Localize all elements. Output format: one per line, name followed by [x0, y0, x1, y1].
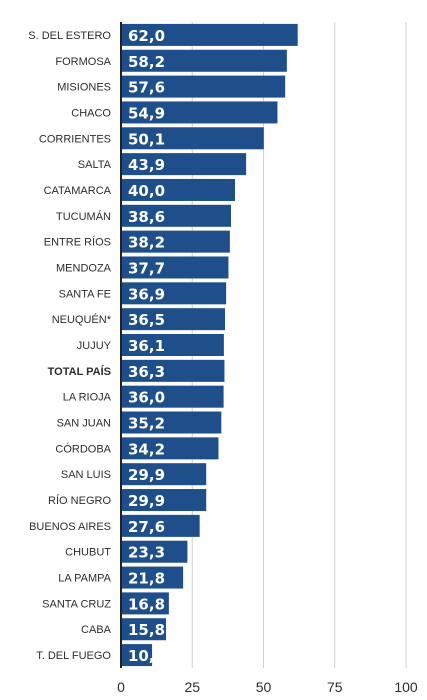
value-label: 23,3 [128, 544, 165, 562]
category-label: CÓRDOBA [55, 442, 111, 455]
value-label: 10,9 [128, 647, 165, 665]
bar [121, 618, 167, 641]
value-label: 29,9 [128, 492, 165, 510]
category-label: BUENOS AIRES [29, 521, 111, 533]
category-label: CABA [81, 624, 112, 636]
category-label: SAN JUAN [57, 418, 111, 430]
value-label: 50,1 [128, 130, 165, 148]
category-label: T. DEL FUEGO [36, 650, 111, 662]
bar [121, 566, 184, 589]
category-label: SAN LUIS [61, 469, 111, 481]
category-label: CATAMARCA [44, 185, 112, 197]
value-label: 54,9 [128, 104, 165, 122]
bar [121, 644, 153, 667]
bar [121, 101, 278, 124]
category-label: SANTA CRUZ [42, 598, 111, 610]
value-label: 62,0 [128, 27, 165, 45]
value-label: 16,8 [128, 595, 165, 613]
category-label: SANTA FE [59, 288, 111, 300]
bar [121, 385, 224, 408]
bar [121, 489, 207, 512]
bar [121, 127, 264, 150]
category-labels: S. DEL ESTERO FORMOSA MISIONES CHACO CORRIEN… [28, 30, 111, 662]
x-tick-label: 25 [184, 679, 200, 695]
category-label: LA RIOJA [63, 392, 112, 404]
value-label: 37,7 [128, 259, 165, 277]
category-label: FORMOSA [55, 56, 111, 68]
bar [121, 282, 227, 305]
value-label: 34,2 [128, 440, 165, 458]
value-label: 40,0 [128, 182, 165, 200]
bar [121, 308, 226, 331]
bar [121, 23, 298, 46]
value-label: 57,6 [128, 79, 165, 97]
category-label: MENDOZA [56, 262, 112, 274]
bar [121, 49, 287, 72]
bar [121, 592, 169, 615]
bar [121, 256, 229, 279]
category-label: S. DEL ESTERO [28, 30, 111, 42]
bar [121, 153, 247, 176]
category-label: CHUBUT [65, 547, 111, 559]
value-label: 15,8 [128, 621, 165, 639]
value-label: 38,2 [128, 234, 165, 252]
category-label: SALTA [78, 159, 112, 171]
category-label: JUJUY [77, 340, 112, 352]
category-label: TUCUMÁN [56, 210, 111, 223]
category-label: RÍO NEGRO [48, 494, 111, 507]
value-label: 21,8 [128, 570, 165, 588]
value-label: 58,2 [128, 53, 165, 71]
bar [121, 514, 200, 537]
value-label: 35,2 [128, 415, 165, 433]
category-label: CORRIENTES [39, 133, 111, 145]
value-label: 38,6 [128, 208, 165, 226]
value-label: 43,9 [128, 156, 165, 174]
bar [121, 334, 224, 356]
value-label: 29,9 [128, 466, 165, 484]
value-label: 36,9 [128, 285, 165, 303]
value-label: 36,1 [128, 337, 165, 355]
value-label: 36,3 [128, 363, 165, 381]
category-label: ENTRE RÍOS [44, 236, 111, 249]
value-label: 36,5 [128, 311, 165, 329]
bar [121, 359, 225, 382]
bar [121, 230, 230, 253]
bar [121, 437, 219, 460]
category-label: TOTAL PAÍS [48, 365, 111, 378]
category-label: MISIONES [57, 82, 111, 94]
value-label: 36,0 [128, 389, 165, 407]
bar [121, 411, 222, 434]
value-label: 27,6 [128, 518, 165, 536]
x-tick-label: 50 [256, 679, 272, 695]
value-labels: 62,0 58,2 57,6 54,9 50,1 43,9 40,0 38,6 38,2 37,7… [128, 27, 165, 665]
bar [121, 178, 235, 201]
category-label: LA PAMPA [58, 573, 111, 585]
category-label: NEUQUÉN* [52, 313, 112, 326]
bars [121, 23, 298, 667]
bar [121, 75, 286, 98]
bar [121, 463, 207, 486]
x-tick-labels: 0 25 50 75 100 [117, 679, 418, 695]
x-tick-label: 0 [117, 679, 125, 695]
bar [121, 540, 188, 563]
bar [121, 204, 232, 227]
x-tick-label: 75 [327, 679, 343, 695]
x-tick-label: 100 [394, 679, 418, 695]
category-label: CHACO [71, 107, 111, 119]
